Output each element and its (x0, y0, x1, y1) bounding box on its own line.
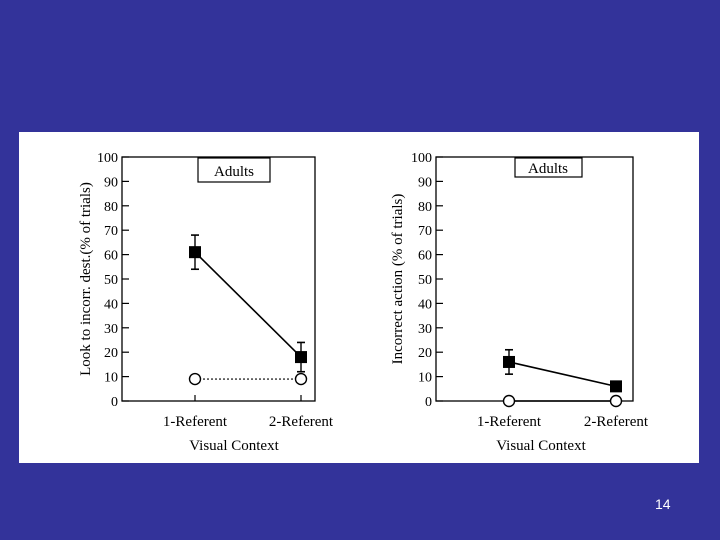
data-point-square (610, 380, 622, 393)
chart-title: Adults (214, 164, 254, 180)
y-tick-label: 20 (104, 346, 118, 361)
data-point-circle (502, 394, 516, 408)
data-point-circle (609, 394, 623, 408)
y-tick-label: 60 (104, 249, 118, 264)
y-tick-label: 60 (418, 249, 432, 264)
y-tick-label: 0 (111, 395, 118, 410)
data-point-square (189, 246, 201, 259)
legend-box (514, 157, 583, 178)
data-point-circle (188, 372, 202, 386)
y-tick-label: 50 (104, 273, 118, 288)
y-ticks: 0 10 20 30 40 50 60 70 80 90 100 (97, 151, 129, 410)
y-tick-label: 20 (418, 346, 432, 361)
data-point-square (503, 355, 515, 368)
y-axis-label: Incorrect action (% of trials) (390, 194, 406, 365)
y-tick-label: 10 (418, 371, 432, 386)
y-tick-label: 30 (418, 322, 432, 337)
x-tick-label: 1-Referent (477, 414, 542, 430)
y-tick-label: 40 (104, 297, 118, 312)
legend-box (197, 157, 271, 183)
x-axis-label: Visual Context (496, 438, 586, 454)
y-tick-label: 80 (104, 200, 118, 215)
data-point-circle (294, 372, 308, 386)
data-point-square (295, 351, 307, 364)
x-tick-label: 2-Referent (269, 414, 334, 430)
figure-panel: Adults 0 10 20 30 40 50 60 70 80 90 100 1-Referent… (19, 132, 699, 463)
plot-frame (121, 156, 316, 402)
y-tick-label: 40 (418, 297, 432, 312)
chart-left: Adults 0 10 20 30 40 50 60 70 80 90 100 1-Referent… (78, 151, 334, 454)
y-tick-label: 90 (104, 175, 118, 190)
y-axis-label: Look to incorr. dest.(% of trials) (78, 182, 94, 376)
y-tick-label: 100 (411, 151, 432, 166)
x-ticks: 1-Referent 2-Referent (163, 395, 334, 430)
x-tick-label: 2-Referent (584, 414, 649, 430)
chart-right: Adults 0 10 20 30 40 50 60 70 80 90 100 1-Referent… (390, 151, 649, 454)
y-ticks: 0 10 20 30 40 50 60 70 80 90 100 (411, 151, 443, 410)
slide-number: 14 (655, 496, 671, 512)
y-tick-label: 50 (418, 273, 432, 288)
y-tick-label: 80 (418, 200, 432, 215)
chart-title: Adults (528, 161, 568, 177)
series-group (188, 234, 308, 386)
y-tick-label: 70 (104, 224, 118, 239)
y-tick-label: 0 (425, 395, 432, 410)
series-group (502, 348, 623, 408)
series-line (194, 251, 302, 358)
plot-frame (435, 156, 634, 402)
y-tick-label: 70 (418, 224, 432, 239)
series-line (508, 361, 617, 388)
y-tick-label: 10 (104, 371, 118, 386)
y-tick-label: 100 (97, 151, 118, 166)
y-tick-label: 90 (418, 175, 432, 190)
x-tick-label: 1-Referent (163, 414, 228, 430)
x-axis-label: Visual Context (189, 438, 279, 454)
y-tick-label: 30 (104, 322, 118, 337)
